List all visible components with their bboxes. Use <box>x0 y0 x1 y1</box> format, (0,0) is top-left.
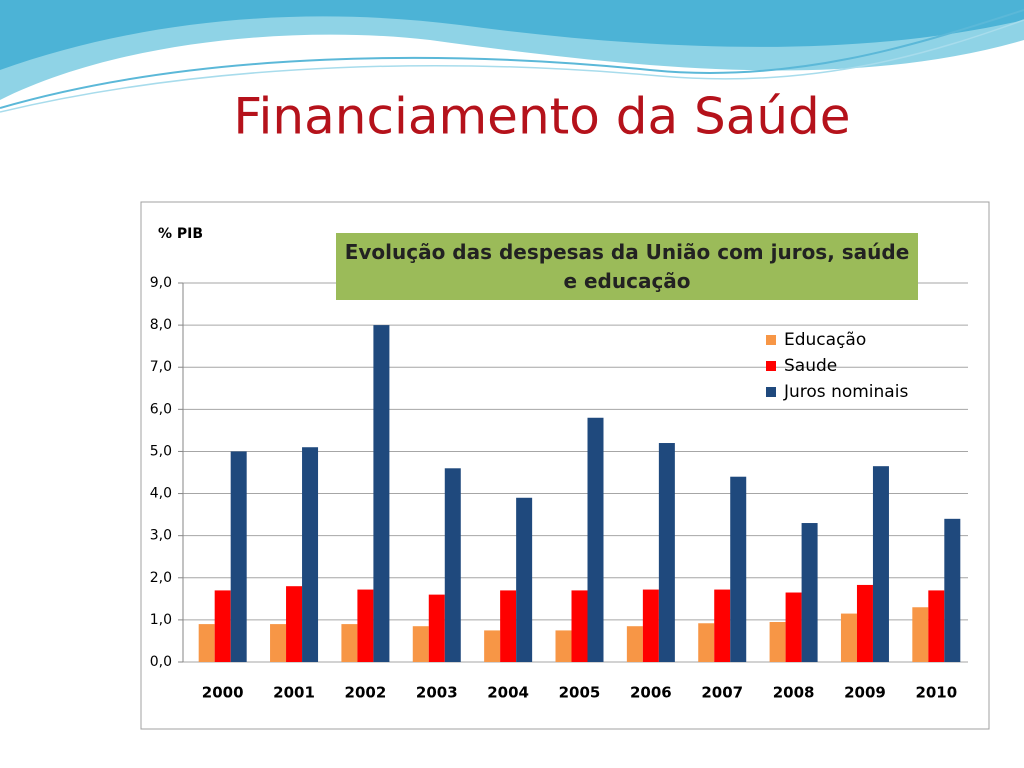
x-tick-label: 2001 <box>273 684 315 702</box>
x-tick-label: 2005 <box>559 684 601 702</box>
x-tick-label: 2002 <box>345 684 387 702</box>
bar <box>626 626 643 662</box>
x-tick-label: 2000 <box>202 684 244 702</box>
bar <box>555 630 572 662</box>
bar <box>571 590 588 662</box>
y-tick-label: 8,0 <box>150 317 172 333</box>
bar <box>444 468 461 662</box>
y-tick-label: 2,0 <box>150 570 172 586</box>
chart-title: Evolução das despesas da União com juros… <box>336 233 918 300</box>
bar <box>214 590 231 662</box>
legend-label: Saude <box>784 356 837 376</box>
slide-title: Financiamento da Saúde <box>233 88 850 146</box>
x-tick-label: 2010 <box>915 684 957 702</box>
x-tick-label: 2007 <box>701 684 743 702</box>
x-tick-label: 2004 <box>487 684 529 702</box>
bar <box>928 590 945 662</box>
bar <box>428 594 445 662</box>
bar <box>341 624 358 662</box>
wave <box>0 0 1024 70</box>
y-tick-label: 3,0 <box>150 528 172 544</box>
y-tick-label: 6,0 <box>150 401 172 417</box>
bar <box>270 624 287 662</box>
bar <box>373 325 390 662</box>
bar <box>801 523 818 662</box>
x-tick-label: 2003 <box>416 684 458 702</box>
bar <box>484 630 501 662</box>
bar <box>912 607 929 662</box>
bar <box>286 586 303 662</box>
y-tick-label: 5,0 <box>150 443 172 459</box>
bar <box>714 589 731 662</box>
y-tick-label: 9,0 <box>150 275 172 291</box>
legend-label: Educação <box>784 330 866 350</box>
x-tick-label: 2006 <box>630 684 672 702</box>
bar <box>500 590 517 662</box>
y-tick-label: 4,0 <box>150 486 172 502</box>
y-axis-label: % PIB <box>158 226 203 242</box>
bar <box>198 624 215 662</box>
bar <box>698 623 715 662</box>
bar <box>642 589 659 662</box>
bar <box>944 518 961 662</box>
x-tick-label: 2008 <box>773 684 815 702</box>
wave-line <box>0 9 1024 109</box>
legend-swatch <box>766 335 776 345</box>
bar <box>516 497 533 662</box>
bar <box>357 589 374 662</box>
x-tick-label: 2009 <box>844 684 886 702</box>
bar <box>230 451 247 662</box>
bar <box>587 417 604 662</box>
y-tick-label: 7,0 <box>150 359 172 375</box>
bar <box>856 584 873 662</box>
bar <box>785 592 802 662</box>
legend-swatch <box>766 361 776 371</box>
bar <box>769 621 786 662</box>
bar <box>412 626 429 662</box>
bar <box>658 443 675 662</box>
bar <box>872 466 889 662</box>
wave-line <box>0 19 1024 113</box>
bar <box>840 613 857 662</box>
bar <box>302 447 319 662</box>
y-tick-label: 1,0 <box>150 612 172 628</box>
bar <box>730 476 747 662</box>
legend-swatch <box>766 387 776 397</box>
legend-label: Juros nominais <box>783 382 908 402</box>
y-tick-label: 0,0 <box>150 654 172 670</box>
